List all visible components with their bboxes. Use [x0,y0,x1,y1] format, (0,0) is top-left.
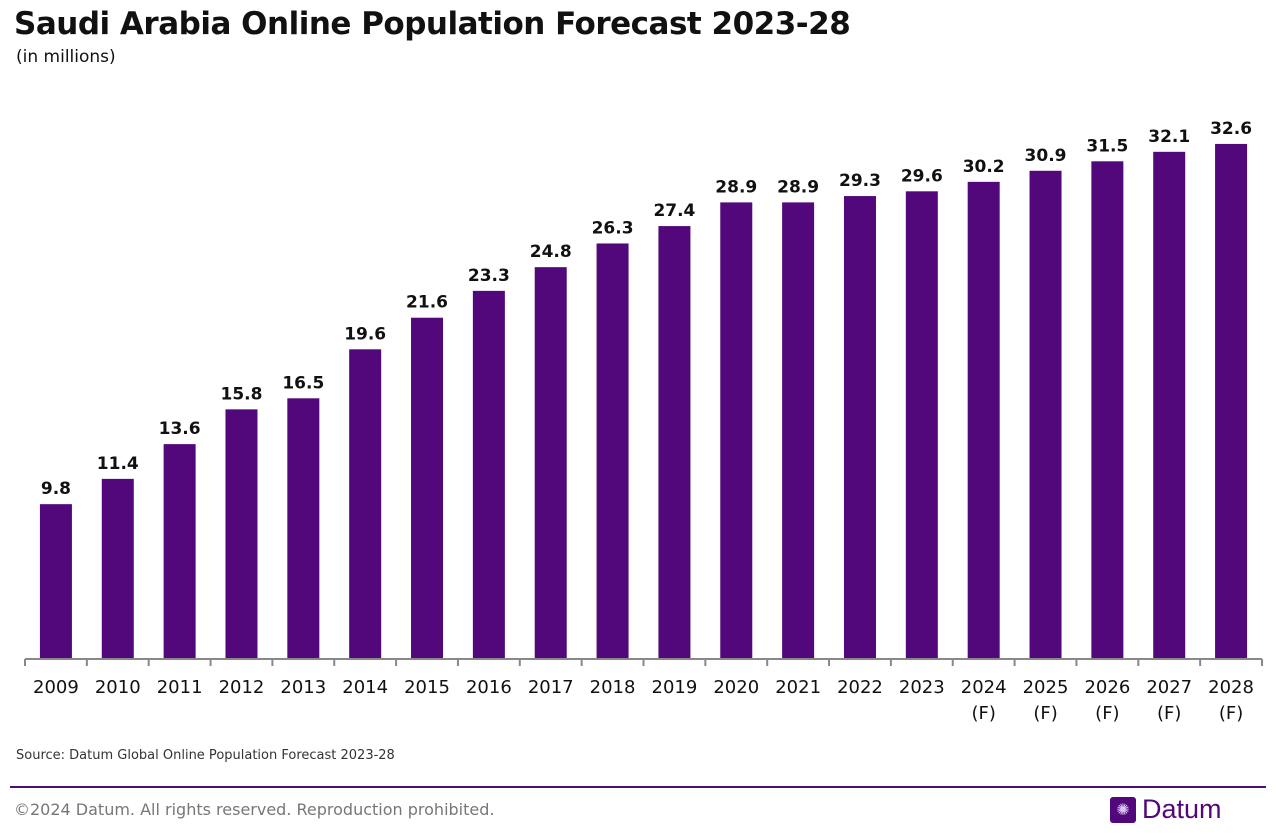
bar [225,409,258,659]
data-label: 29.3 [839,171,881,191]
data-label: 11.4 [97,454,139,474]
data-label: 26.3 [592,218,634,238]
x-tick-label: (F) [971,703,995,724]
data-label: 16.5 [282,373,324,393]
bar [967,181,1000,659]
data-label: 24.8 [530,242,572,262]
logo-text: Datum [1142,794,1222,824]
data-label: 30.2 [963,157,1005,177]
data-label: 27.4 [653,201,695,221]
x-tick-label: 2016 [466,677,512,698]
x-tick-label: 2015 [404,677,450,698]
x-tick-label: 2018 [590,677,636,698]
x-tick-label: 2013 [280,677,326,698]
bar [596,243,629,659]
chart-subtitle: (in millions) [16,47,116,67]
chart-title: Saudi Arabia Online Population Forecast … [14,6,851,42]
bar [287,398,320,659]
footer-divider [10,786,1266,788]
data-label: 28.9 [777,177,819,197]
bar [534,267,567,659]
data-label: 19.6 [344,324,386,344]
data-label: 31.5 [1086,136,1128,156]
x-tick-label: (F) [1219,703,1243,724]
x-tick-label: 2028 [1208,677,1254,698]
bar [720,202,753,659]
bar [1029,170,1062,659]
datum-logo: ✺ Datum [1110,794,1222,825]
x-tick-label: 2024 [961,677,1007,698]
bar [1215,143,1248,660]
x-tick-label: 2026 [1084,677,1130,698]
bar [39,504,72,659]
bar [349,349,382,659]
data-label: 21.6 [406,293,448,313]
bar [782,202,815,659]
globe-icon: ✺ [1110,796,1136,823]
x-tick-label: 2011 [157,677,203,698]
x-tick-label: 2010 [95,677,141,698]
x-tick-label: (F) [1157,703,1181,724]
x-tick-label: 2019 [652,677,698,698]
bar [163,444,196,659]
bar [658,226,691,659]
x-tick-label: 2017 [528,677,574,698]
data-label: 32.1 [1148,127,1190,147]
data-label: 9.8 [41,479,71,499]
bar [1091,161,1124,660]
bar [101,478,134,659]
data-label: 23.3 [468,266,510,286]
data-label: 15.8 [220,384,262,404]
bar [1153,151,1186,659]
bar [411,317,444,659]
bar [905,191,938,659]
x-tick-label: 2014 [342,677,388,698]
data-label: 30.9 [1025,146,1067,166]
data-label: 13.6 [159,419,201,439]
x-tick-label: 2009 [33,677,79,698]
bar [843,196,876,659]
x-tick-label: 2025 [1023,677,1069,698]
bar [472,290,505,659]
data-label: 32.6 [1210,119,1252,139]
x-tick-label: 2020 [713,677,759,698]
x-tick-label: 2023 [899,677,945,698]
copyright-text: ©2024 Datum. All rights reserved. Reprod… [14,800,495,819]
data-label: 29.6 [901,166,943,186]
bar-chart: 9.8 2009 11.4 2010 13.6 2011 15.8 2012 16.5 2013 1… [24,119,1263,724]
x-tick-label: 2012 [219,677,265,698]
x-tick-label: (F) [1095,703,1119,724]
x-tick-label: 2021 [775,677,821,698]
x-tick-label: 2022 [837,677,883,698]
x-tick-label: (F) [1033,703,1057,724]
source-note: Source: Datum Global Online Population F… [16,748,395,763]
x-tick-label: 2027 [1146,677,1192,698]
data-label: 28.9 [715,177,757,197]
